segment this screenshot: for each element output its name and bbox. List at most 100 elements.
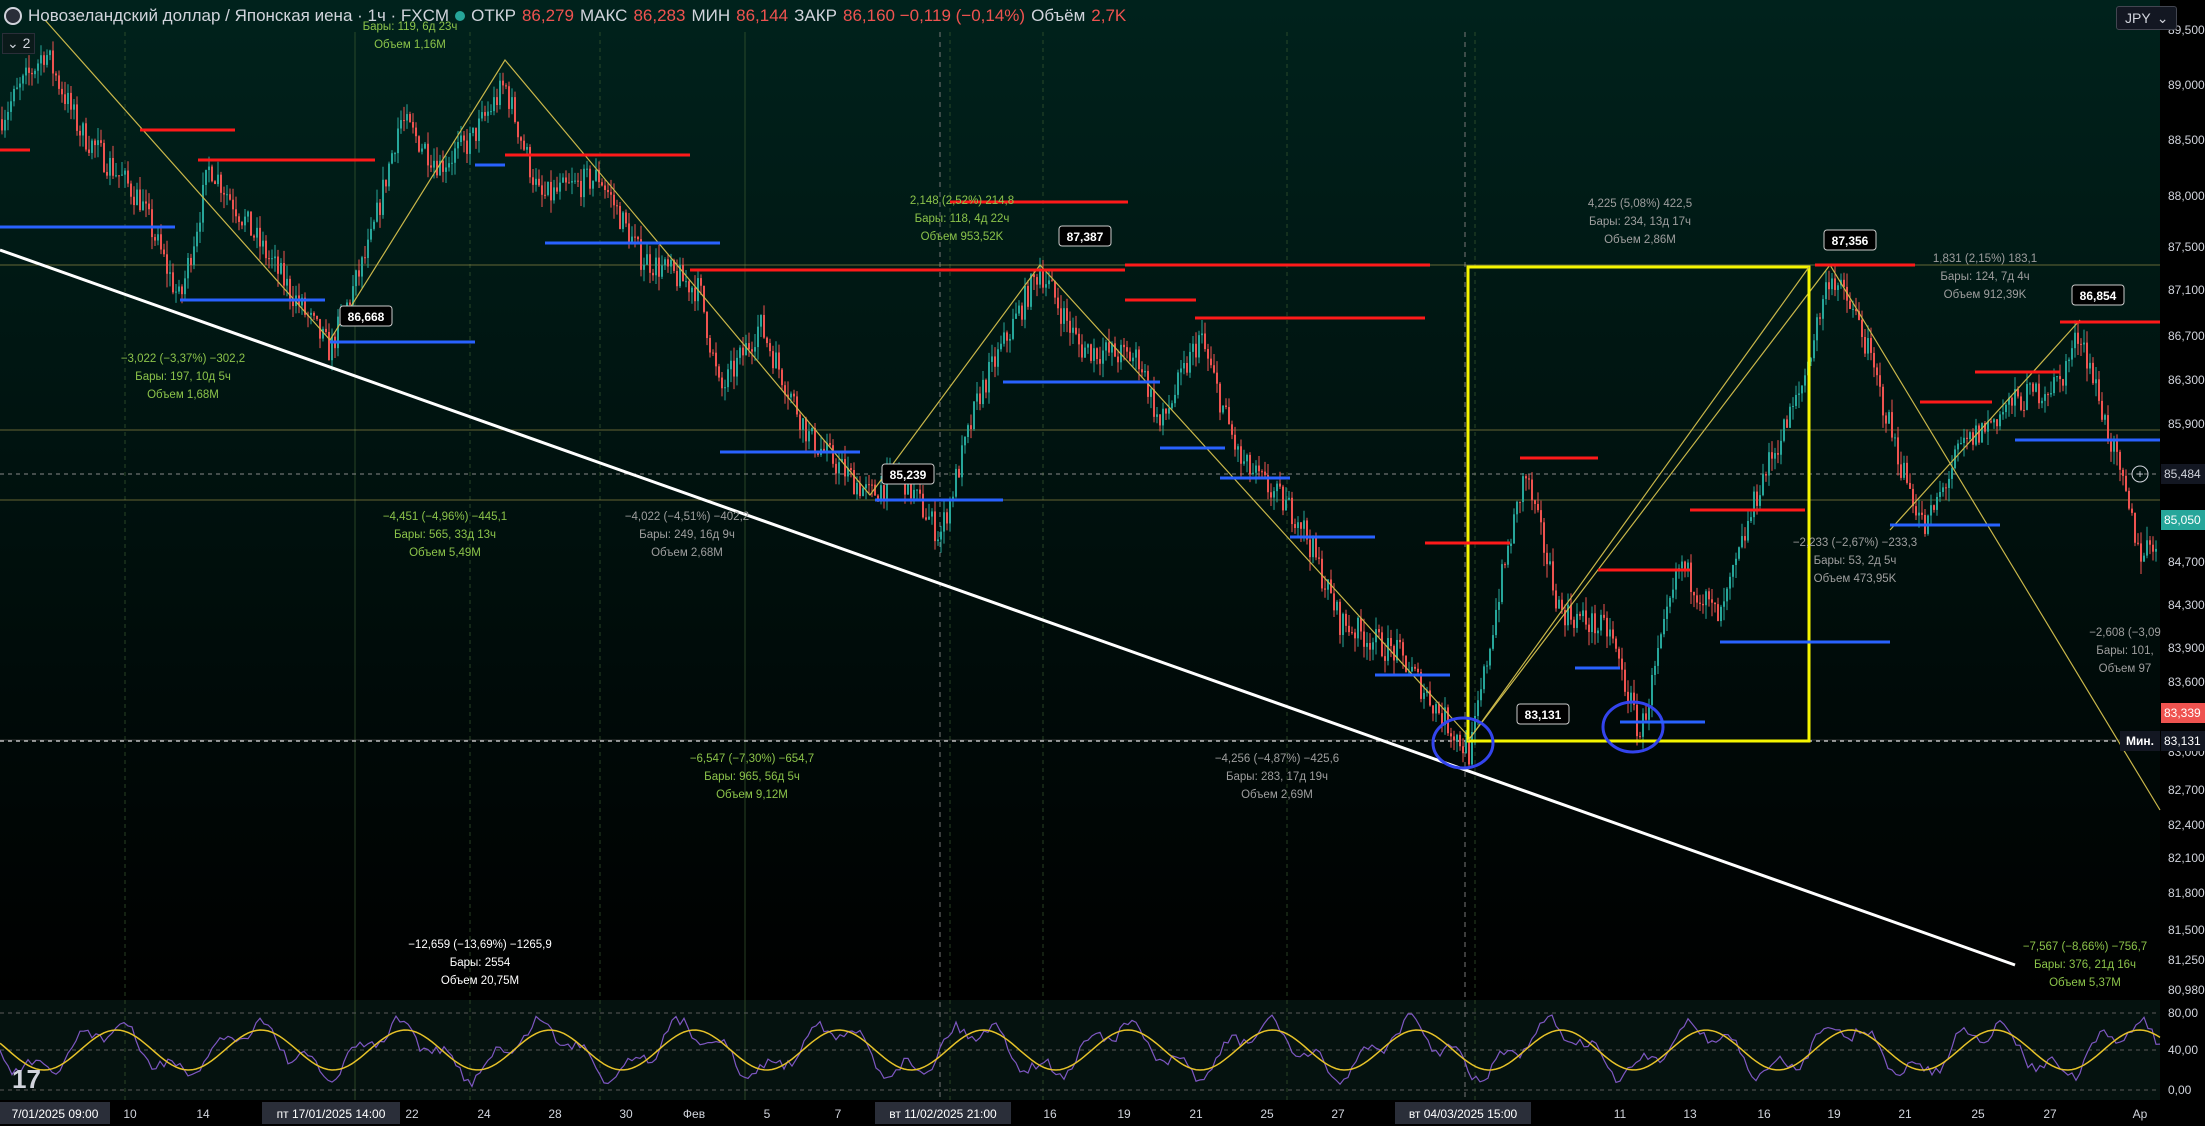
candle-body bbox=[2077, 332, 2079, 344]
candle-body bbox=[478, 118, 480, 141]
candle-body bbox=[2059, 376, 2061, 380]
currency-button[interactable]: JPY ⌄ bbox=[2116, 6, 2178, 30]
candle-body bbox=[1690, 562, 1692, 593]
candle-body bbox=[2041, 400, 2043, 404]
indicators-toggle-button[interactable]: ⌄ 2 bbox=[2, 33, 36, 54]
candle-body bbox=[715, 352, 717, 367]
price-tag-box bbox=[2161, 703, 2205, 723]
candle-body bbox=[1252, 472, 1254, 475]
candle-body bbox=[1585, 610, 1587, 625]
close-label: ЗАКР bbox=[794, 6, 837, 25]
candle-body bbox=[238, 216, 240, 222]
candle-body bbox=[1003, 332, 1005, 344]
plus-icon bbox=[2131, 465, 2149, 483]
candle-body bbox=[151, 209, 153, 238]
candle-body bbox=[1051, 280, 1053, 282]
candle-body bbox=[733, 360, 735, 377]
candle-body bbox=[1177, 372, 1179, 395]
candle-body bbox=[601, 182, 603, 186]
candle-body bbox=[274, 256, 276, 259]
candle-body bbox=[139, 189, 141, 211]
candle-body bbox=[1531, 479, 1533, 501]
price-tag-label: 85,484 bbox=[2164, 467, 2201, 481]
candle-body bbox=[1276, 483, 1278, 492]
price-tag-box bbox=[2161, 731, 2205, 751]
candle-body bbox=[1552, 561, 1554, 591]
candle-body bbox=[1225, 405, 1227, 408]
candle-body bbox=[1495, 609, 1497, 636]
candle-body bbox=[1072, 327, 1074, 333]
time-axis-tick: 27 bbox=[1331, 1107, 1345, 1121]
candle-body bbox=[2092, 362, 2094, 384]
measure-label-line: Объем 5,37M bbox=[2049, 977, 2121, 989]
candle-body bbox=[367, 239, 369, 258]
candle-body bbox=[514, 97, 516, 122]
candle-body bbox=[70, 92, 72, 110]
candle-body bbox=[1732, 565, 1734, 577]
candle-body bbox=[535, 178, 537, 185]
candle-body bbox=[2131, 508, 2133, 513]
time-axis-tick: 19 bbox=[1827, 1107, 1841, 1121]
candle-body bbox=[217, 174, 219, 185]
candle-body bbox=[2086, 342, 2088, 369]
candle-body bbox=[1078, 333, 1080, 345]
candle-body bbox=[1771, 452, 1773, 459]
measure-label-line: Бары: 249, 16д 9ч bbox=[639, 529, 735, 541]
measure-label-line: Бары: 565, 33д 13ч bbox=[394, 529, 496, 541]
price-axis-tick: 87,500 bbox=[2168, 240, 2205, 254]
candle-body bbox=[202, 184, 204, 223]
candle-body bbox=[205, 170, 207, 185]
candle-body bbox=[430, 165, 432, 168]
candle-body bbox=[868, 484, 870, 486]
candle-body bbox=[2110, 439, 2112, 452]
candle-body bbox=[1621, 658, 1623, 670]
candle-body bbox=[85, 123, 87, 150]
candle-body bbox=[1852, 308, 1854, 310]
symbol-title[interactable]: Новозеландский доллар / Японская иена · … bbox=[28, 6, 450, 25]
candle-body bbox=[1591, 613, 1593, 633]
candle-body bbox=[952, 496, 954, 499]
candle-body bbox=[1705, 591, 1707, 606]
candle-body bbox=[1831, 278, 1833, 290]
candle-body bbox=[1639, 736, 1641, 738]
candle-body bbox=[412, 122, 414, 128]
candle-body bbox=[2071, 348, 2073, 360]
candle-body bbox=[277, 256, 279, 274]
candle-body bbox=[655, 257, 657, 276]
candle-body bbox=[556, 187, 558, 192]
candle-body bbox=[124, 170, 126, 175]
candle-body bbox=[2044, 394, 2046, 401]
candle-body bbox=[1432, 705, 1434, 714]
candle-body bbox=[1624, 669, 1626, 692]
candle-body bbox=[745, 343, 747, 356]
candle-body bbox=[1693, 592, 1695, 596]
measure-label-line: Бары: 53, 2д 5ч bbox=[1814, 555, 1897, 567]
candle-body bbox=[16, 87, 18, 89]
oscillator-axis-tick: 0,00 bbox=[2168, 1083, 2192, 1097]
candle-body bbox=[43, 55, 45, 65]
price-axis-tick: 87,100 bbox=[2168, 283, 2205, 297]
measure-label-line: 2,148 (2,52%) 214,8 bbox=[910, 195, 1014, 207]
candle-body bbox=[1087, 344, 1089, 348]
candle-body bbox=[2137, 542, 2139, 544]
candle-body bbox=[316, 315, 318, 320]
price-axis-tick: 88,000 bbox=[2168, 189, 2205, 203]
candle-body bbox=[1210, 358, 1212, 366]
candle-body bbox=[1156, 414, 1158, 417]
candle-body bbox=[229, 194, 231, 200]
candle-body bbox=[1933, 505, 1935, 510]
candle-body bbox=[463, 135, 465, 141]
candle-body bbox=[1048, 280, 1050, 285]
candle-body bbox=[802, 418, 804, 430]
candle-body bbox=[1570, 604, 1572, 620]
candle-body bbox=[1042, 271, 1044, 288]
candle-body bbox=[685, 281, 687, 283]
candle-body bbox=[1567, 604, 1569, 626]
candle-body bbox=[58, 75, 60, 89]
candle-body bbox=[88, 149, 90, 153]
candle-body bbox=[112, 157, 114, 176]
candle-body bbox=[1342, 613, 1344, 635]
price-axis-tick: 82,400 bbox=[2168, 818, 2205, 832]
candle-body bbox=[1849, 300, 1851, 309]
